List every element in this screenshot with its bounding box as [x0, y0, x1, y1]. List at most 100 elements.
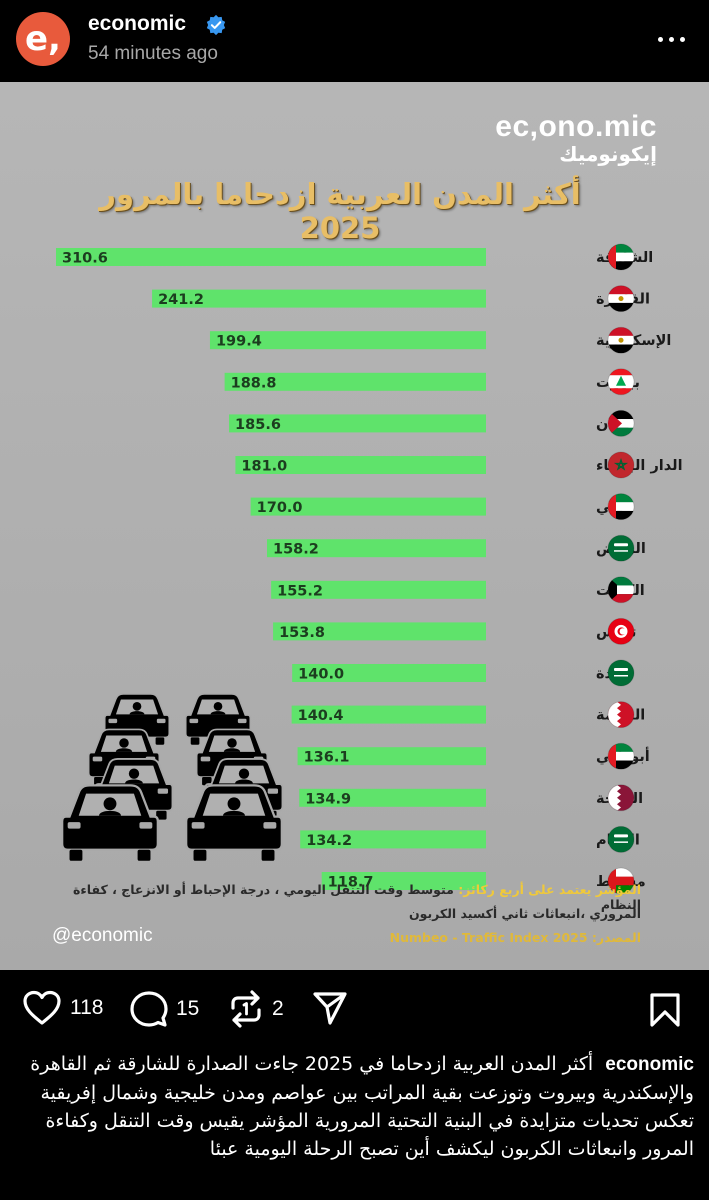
chart-row: 185.6عمّان — [229, 409, 635, 437]
chart-row: 170.0دبي — [250, 493, 635, 521]
bar-value-label: 241.2 — [158, 292, 204, 308]
more-options-button[interactable] — [651, 26, 691, 52]
bar-value-label: 134.9 — [305, 791, 351, 807]
post-caption: economic أكثر المدن العربية ازدحاما في 2… — [20, 1050, 694, 1163]
flag-uae-icon — [607, 742, 635, 770]
comment-count: 15 — [176, 997, 200, 1020]
repost-count: 2 — [272, 997, 284, 1020]
flag-bahrain-icon — [607, 701, 635, 729]
brand-logo: ec,ono.mic إيكونوميك — [495, 110, 657, 166]
chart-row: 140.4المنامة — [291, 701, 645, 729]
flag-saudi-icon — [607, 534, 635, 562]
bar — [224, 372, 487, 391]
flag-kuwait-icon — [607, 576, 635, 604]
bar — [321, 872, 486, 890]
cars-illustration-icon — [61, 693, 284, 861]
flag-morocco-icon — [607, 451, 635, 479]
bar-value-label: 140.0 — [298, 667, 344, 683]
heart-icon — [23, 990, 61, 1025]
index-note: المؤشر يعتمد على أربع ركائز: متوسط وقت ا… — [41, 882, 641, 912]
bar-value-label: 134.2 — [306, 833, 352, 849]
watermark-handle: @economic — [52, 925, 153, 946]
chart-row: 158.2الرياض — [266, 534, 646, 562]
bar-value-label: 140.4 — [298, 708, 344, 724]
bar-value-label: 158.2 — [273, 542, 319, 558]
chart-row: 118.7مسقط — [321, 867, 646, 895]
chart-title: أكثر المدن العربية ازدحاما بالمرور 2025 — [99, 177, 581, 245]
bar-value-label: 188.8 — [231, 375, 277, 391]
bar-value-label: 310.6 — [62, 251, 108, 267]
chart-row: 136.1أبوظبي — [297, 742, 650, 770]
brand-logo-en: ec,ono.mic — [495, 110, 657, 143]
bar-value-label: 199.4 — [216, 334, 262, 350]
flag-jordan-icon — [607, 409, 635, 437]
repost-button[interactable]: 2 — [228, 990, 284, 1028]
flag-oman-icon — [607, 867, 635, 895]
bar — [297, 747, 486, 766]
more-dot-icon — [668, 36, 674, 42]
chart-row: 134.9الدوحة — [299, 784, 643, 812]
bar — [56, 248, 486, 266]
send-icon — [313, 992, 347, 1025]
bar — [300, 830, 486, 849]
verified-badge-icon — [206, 14, 226, 36]
more-dot-icon — [657, 36, 663, 42]
like-count: 118 — [70, 996, 104, 1019]
repost-icon — [231, 990, 261, 1028]
bar — [250, 497, 486, 516]
chart-row: 199.4الإسكندرية — [209, 326, 671, 354]
source-note: المصدر: Numbeo - Traffic Index 2025 — [389, 930, 641, 945]
index-note-text: متوسط وقت التنقل اليومي ، درجة الإحباط أ… — [73, 882, 641, 912]
comment-button[interactable]: 15 — [130, 990, 199, 1028]
bar-value-label: 155.2 — [277, 583, 323, 599]
bar-value-label: 136.1 — [304, 750, 350, 766]
brand-logo-ar: إيكونوميك — [559, 142, 657, 166]
bar-value-label: 181.0 — [241, 459, 287, 475]
comment-icon — [130, 991, 168, 1027]
index-note-line2: المروري ،انبعاثات ثاني أكسيد الكربون — [408, 906, 641, 921]
share-button[interactable] — [312, 990, 348, 1026]
post-timestamp: 54 minutes ago — [88, 43, 218, 64]
flag-egypt-icon — [607, 326, 635, 354]
flag-lebanon-icon — [607, 368, 635, 396]
flag-saudi-icon — [607, 825, 635, 853]
username[interactable]: economic — [88, 12, 187, 35]
post-image[interactable]: ec,ono.mic إيكونوميك أكثر المدن العربية … — [0, 82, 709, 970]
bookmark-button[interactable] — [649, 992, 681, 1032]
bar — [209, 331, 486, 350]
bar-value-label: 170.0 — [257, 500, 303, 516]
flag-egypt-icon — [607, 285, 635, 313]
bookmark-icon — [650, 993, 680, 1027]
bar — [271, 580, 486, 599]
caption-username[interactable]: economic — [605, 1054, 694, 1075]
chart-row: 134.2الدمام — [300, 825, 640, 853]
flag-uae-icon — [607, 493, 635, 521]
index-note-label: المؤشر يعتمد على أربع ركائز: — [458, 882, 641, 897]
more-dot-icon — [679, 36, 685, 42]
post-header: e, economic 54 minutes ago — [0, 0, 709, 82]
bar — [292, 664, 486, 682]
bar — [266, 539, 486, 558]
chart-row: 181.0 الدار البيضاء — [235, 451, 683, 479]
caption-text: أكثر المدن العربية ازدحاما في 2025 جاءت … — [30, 1053, 694, 1160]
flag-uae-icon — [607, 243, 635, 271]
like-button[interactable]: 118 — [22, 990, 103, 1026]
bar-value-label: 185.6 — [235, 417, 281, 433]
bar — [229, 414, 486, 433]
flag-tunisia-icon — [607, 617, 635, 645]
car-icon — [61, 784, 159, 861]
bar-value-label: 118.7 — [328, 875, 374, 891]
car-icon — [185, 784, 283, 861]
chart-row: 310.6الشارقة — [56, 243, 653, 271]
avatar[interactable]: e, — [16, 12, 70, 66]
chart-row: 153.8تونس — [273, 617, 636, 645]
bar-value-label: 153.8 — [279, 625, 325, 641]
chart-row: 241.2القاهرة — [152, 285, 650, 313]
bar — [299, 788, 486, 807]
action-bar: 118 15 2 — [0, 980, 709, 1040]
bar-chart: 310.6الشارقة241.2القاهرة199.4الإسكندرية1… — [56, 243, 683, 895]
chart-row: 188.8بيروت — [224, 368, 640, 396]
bar — [235, 456, 486, 474]
flag-saudi-icon — [607, 659, 635, 687]
car-icon — [184, 693, 252, 745]
